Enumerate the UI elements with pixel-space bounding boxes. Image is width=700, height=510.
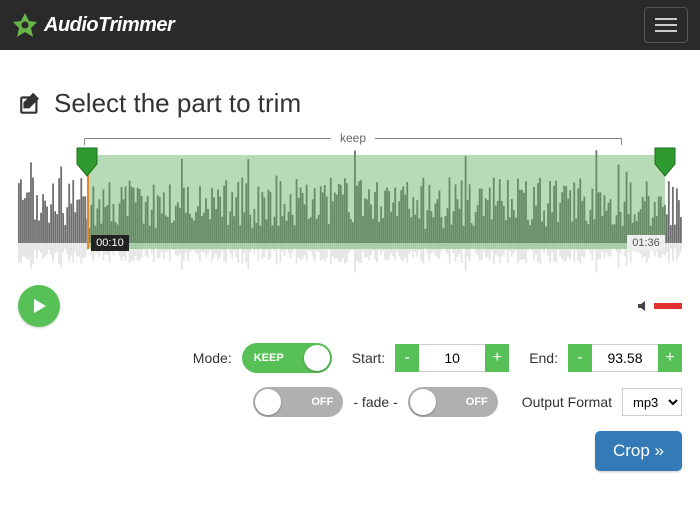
trim-handle-end[interactable] xyxy=(654,147,676,177)
app-header: AudioTrimmer xyxy=(0,0,700,50)
waveform-editor[interactable]: 00:10 01:36 xyxy=(18,149,682,279)
speaker-icon xyxy=(636,299,650,313)
start-plus-button[interactable]: + xyxy=(485,344,509,372)
page-title-row: Select the part to trim xyxy=(18,88,682,119)
fade-out-text: OFF xyxy=(466,396,488,408)
logo[interactable]: AudioTrimmer xyxy=(12,12,174,38)
crop-button[interactable]: Crop » xyxy=(595,431,682,471)
start-minus-button[interactable]: - xyxy=(395,344,419,372)
mode-switch[interactable]: KEEP xyxy=(242,343,332,373)
mode-label: Mode: xyxy=(193,350,232,366)
logo-text: AudioTrimmer xyxy=(44,14,174,37)
format-label: Output Format xyxy=(522,394,612,410)
start-label: Start: xyxy=(352,350,385,366)
start-stepper: - + xyxy=(395,344,509,372)
end-minus-button[interactable]: - xyxy=(568,344,592,372)
end-input[interactable] xyxy=(592,344,658,372)
volume-control[interactable] xyxy=(636,299,682,313)
fade-out-switch[interactable]: OFF xyxy=(408,387,498,417)
time-badge-start: 00:10 xyxy=(91,235,129,251)
fade-in-text: OFF xyxy=(311,396,333,408)
trim-handle-start[interactable] xyxy=(76,147,98,177)
fade-label: - fade - xyxy=(353,394,397,410)
format-select[interactable]: mp3 xyxy=(622,388,682,416)
play-button[interactable] xyxy=(18,285,60,327)
play-icon xyxy=(30,297,48,315)
time-badge-end: 01:36 xyxy=(627,235,665,251)
keep-bracket: keep xyxy=(84,131,622,145)
selection-region[interactable] xyxy=(87,155,665,249)
fade-in-switch[interactable]: OFF xyxy=(253,387,343,417)
menu-button[interactable] xyxy=(644,7,688,43)
start-input[interactable] xyxy=(419,344,485,372)
logo-icon xyxy=(12,12,38,38)
end-label: End: xyxy=(529,350,558,366)
end-plus-button[interactable]: + xyxy=(658,344,682,372)
mode-switch-text: KEEP xyxy=(254,352,284,364)
page-title: Select the part to trim xyxy=(54,88,301,119)
volume-bar[interactable] xyxy=(654,303,682,309)
keep-label: keep xyxy=(336,131,370,145)
end-stepper: - + xyxy=(568,344,682,372)
edit-icon xyxy=(18,91,44,117)
